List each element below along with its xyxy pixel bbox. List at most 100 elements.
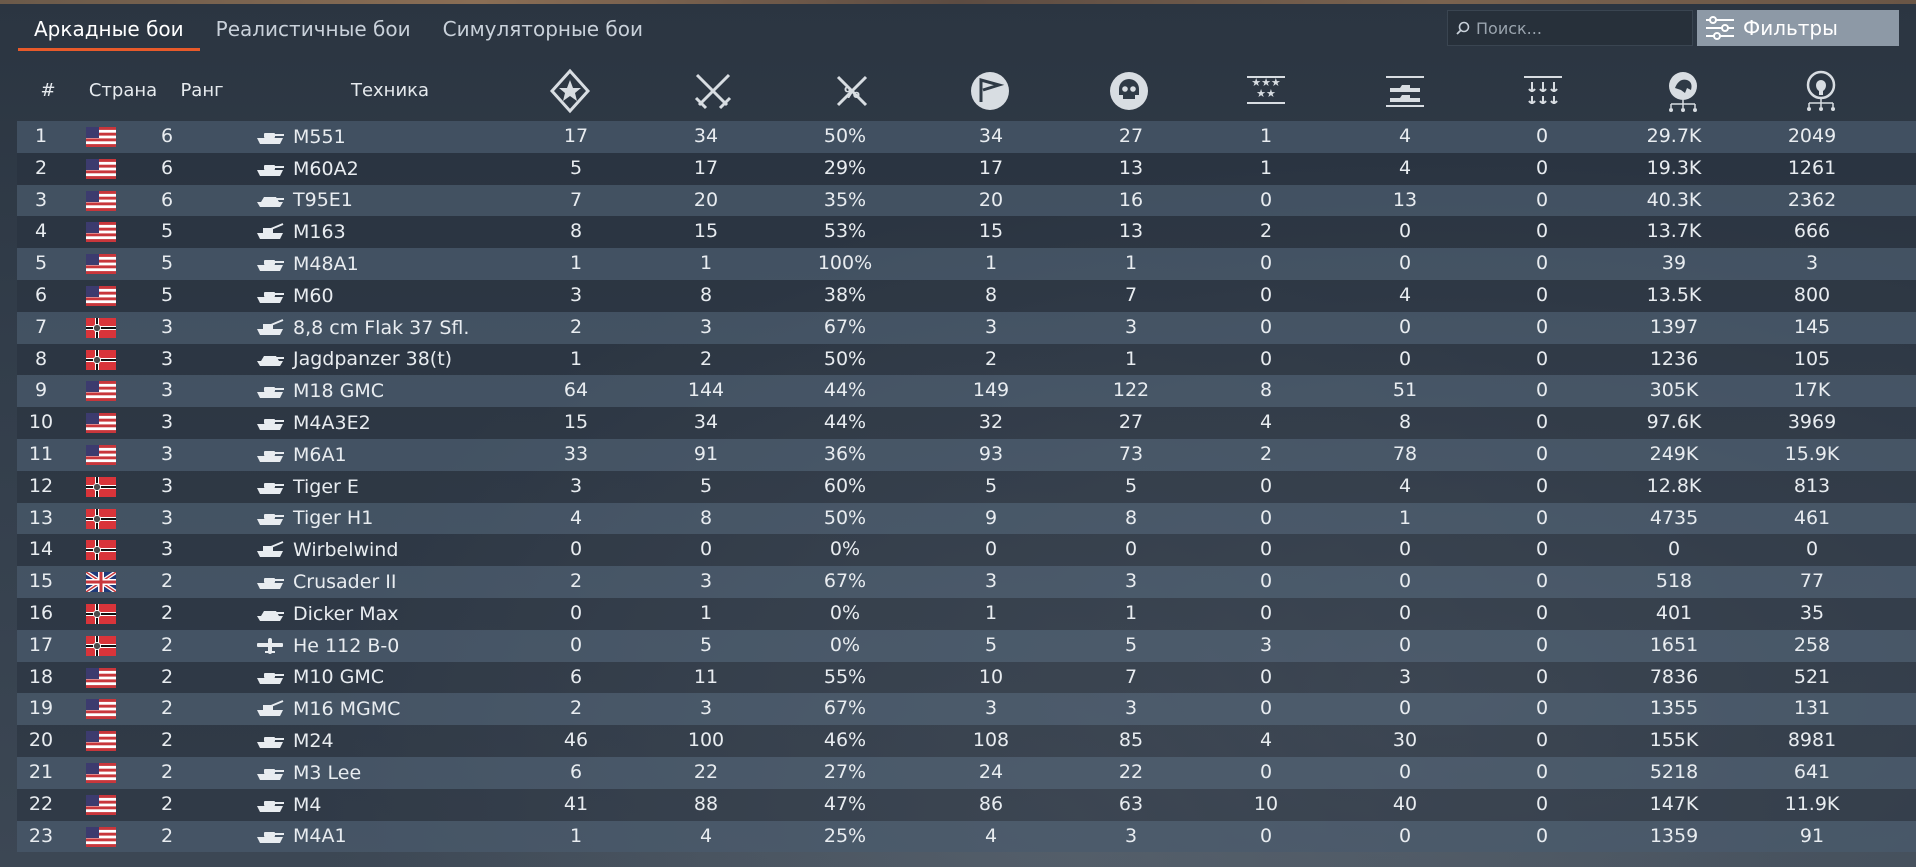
tab-arcade[interactable]: Аркадные бои — [18, 10, 200, 51]
stat-cell: 5 — [984, 474, 998, 497]
vehicle-name: M6A1 — [293, 443, 347, 466]
table-row[interactable]: 9 3 M18 GMC 64 144 44% 149 122 8 51 0 305K 17K — [17, 375, 1916, 408]
vehicle-cell[interactable]: Tiger H1 — [255, 503, 373, 535]
vehicle-cell[interactable]: M551 — [255, 121, 346, 153]
col-country[interactable]: Страна — [88, 79, 158, 101]
vehicle-cell[interactable]: Jagdpanzer 38(t) — [255, 344, 452, 376]
table-row[interactable]: 4 5 M163 8 15 53% 15 13 2 0 0 13.7K 666 — [17, 216, 1916, 249]
vehicle-cell[interactable]: M18 GMC — [255, 375, 384, 407]
vehicle-cell[interactable]: T95E1 — [255, 185, 353, 217]
col-num[interactable]: # — [40, 79, 56, 101]
vehicle-cell[interactable]: He 112 B-0 — [255, 630, 399, 662]
vehicle-cell[interactable]: M10 GMC — [255, 662, 384, 694]
table-row[interactable]: 17 2 He 112 B-0 0 5 0% 5 5 3 0 0 1651 258 — [17, 629, 1916, 662]
table-row[interactable]: 13 3 Tiger H1 4 8 50% 9 8 0 1 0 4735 461 — [17, 502, 1916, 535]
table-row[interactable]: 7 3 8,8 cm Flak 37 Sfl. 2 3 67% 3 3 0 0 0 1397 145 — [17, 311, 1916, 344]
row-number: 18 — [28, 665, 54, 688]
table-row[interactable]: 2 6 M60A2 5 17 29% 17 13 1 4 0 19.3K 1261 — [17, 152, 1916, 185]
table-row[interactable]: 12 3 Tiger E 3 5 60% 5 5 0 4 0 12.8K 813 — [17, 470, 1916, 503]
ground-kills-icon[interactable] — [1382, 68, 1428, 114]
table-row[interactable]: 3 6 T95E1 7 20 35% 20 16 0 13 0 40.3K 2362 — [17, 184, 1916, 217]
tab-realistic[interactable]: Реалистичные бои — [215, 17, 411, 41]
stat-cell: 1 — [1124, 601, 1138, 624]
filters-button[interactable]: Фильтры — [1697, 10, 1899, 46]
vehicle-cell[interactable]: M6A1 — [255, 439, 347, 471]
vehicle-cell[interactable]: M60 — [255, 280, 334, 312]
table-row[interactable]: 1 6 M551 17 34 50% 34 27 1 4 0 29.7K 2049 — [17, 121, 1916, 153]
search-input[interactable] — [1474, 17, 1678, 39]
vehicle-cell[interactable]: M24 — [255, 725, 334, 757]
vehicle-cell[interactable]: M4 — [255, 789, 321, 821]
vehicle-cell[interactable]: M4A3E2 — [255, 407, 371, 439]
search-box[interactable] — [1447, 10, 1693, 46]
vehicle-cell[interactable]: M60A2 — [255, 153, 359, 185]
stat-cell: 813 — [1793, 474, 1831, 497]
vehicle-cell[interactable]: Dicker Max — [255, 598, 399, 630]
rank-cell: 6 — [160, 125, 174, 147]
stat-cell: 0 — [1535, 792, 1549, 815]
row-number: 16 — [28, 601, 54, 624]
table-row[interactable]: 11 3 M6A1 33 91 36% 93 73 2 78 0 249K 15.9K — [17, 438, 1916, 471]
rank-cell: 2 — [160, 697, 174, 720]
air-kills-icon[interactable]: ★★★ ★★ — [1243, 68, 1289, 114]
silver-lions-icon[interactable] — [1660, 68, 1706, 114]
stat-cell: 53% — [823, 220, 867, 243]
tab-simulator[interactable]: Симуляторные бои — [442, 17, 643, 41]
stat-cell: 0 — [1398, 824, 1412, 847]
stat-cell: 4 — [699, 824, 713, 847]
vehicle-name: M163 — [293, 221, 346, 244]
stat-cell: 22 — [693, 760, 719, 783]
stat-cell: 1 — [569, 347, 583, 370]
naval-kills-icon[interactable] — [1520, 68, 1566, 114]
table-row[interactable]: 8 3 Jagdpanzer 38(t) 1 2 50% 2 1 0 0 0 1236 105 — [17, 343, 1916, 376]
victories-icon[interactable] — [690, 68, 736, 114]
table-row[interactable]: 16 2 Dicker Max 0 1 0% 1 1 0 0 0 401 35 — [17, 597, 1916, 630]
research-points-icon[interactable] — [1798, 68, 1844, 114]
vehicle-cell[interactable]: M163 — [255, 216, 346, 248]
table-row[interactable]: 15 2 Crusader II 2 3 67% 3 3 0 0 0 518 77 — [17, 566, 1916, 598]
vehicle-cell[interactable]: Tiger E — [255, 471, 359, 503]
table-row[interactable]: 20 2 M24 46 100 46% 108 85 4 30 0 155K 8981 — [17, 725, 1916, 757]
vehicle-cell[interactable]: Wirbelwind — [255, 534, 398, 566]
col-rank[interactable]: Ранг — [180, 79, 224, 101]
table-row[interactable]: 14 3 Wirbelwind 0 0 0% 0 0 0 0 0 0 0 — [17, 534, 1916, 567]
table-row[interactable]: 5 5 M48A1 1 1 100% 1 1 0 0 0 39 3 — [17, 248, 1916, 280]
tank-icon — [255, 128, 293, 146]
stat-cell: 100% — [817, 252, 873, 275]
stat-cell: 30 — [1392, 729, 1418, 752]
table-row[interactable]: 22 2 M4 41 88 47% 86 63 10 40 0 147K 11.9K — [17, 788, 1916, 821]
stat-cell: 1 — [1124, 252, 1138, 275]
vehicle-name: M551 — [293, 125, 346, 148]
stat-cell: 64 — [563, 379, 589, 402]
stat-cell: 27 — [1118, 411, 1144, 434]
vehicle-cell[interactable]: M4A1 — [255, 821, 347, 853]
table-row[interactable]: 6 5 M60 3 8 38% 8 7 0 4 0 13.5K 800 — [17, 279, 1916, 312]
stat-cell: 22 — [1118, 760, 1144, 783]
table-row[interactable]: 18 2 M10 GMC 6 11 55% 10 7 0 3 0 7836 521 — [17, 661, 1916, 694]
winrate-icon[interactable]: % — [829, 68, 875, 114]
stat-cell: 0 — [1124, 538, 1138, 561]
vehicle-name: M4 — [293, 793, 322, 816]
vehicle-cell[interactable]: M48A1 — [255, 248, 359, 280]
stat-cell: 60% — [823, 474, 867, 497]
col-vehicle[interactable]: Техника — [350, 79, 430, 101]
vehicle-name: Dicker Max — [293, 602, 399, 625]
vehicle-cell[interactable]: 8,8 cm Flak 37 Sfl. — [255, 312, 469, 344]
stat-cell: 63 — [1118, 792, 1144, 815]
table-row[interactable]: 10 3 M4A3E2 15 34 44% 32 27 4 8 0 97.6K 3969 — [17, 407, 1916, 439]
table-row[interactable]: 21 2 M3 Lee 6 22 27% 24 22 0 0 0 5218 641 — [17, 756, 1916, 789]
svg-text:★★★: ★★★ — [1251, 76, 1281, 89]
vehicle-cell[interactable]: M16 MGMC — [255, 693, 400, 725]
stat-cell: 34 — [978, 125, 1004, 147]
battles-icon[interactable] — [547, 68, 593, 114]
vehicle-cell[interactable]: Crusader II — [255, 566, 396, 598]
table-row[interactable]: 19 2 M16 MGMC 2 3 67% 3 3 0 0 0 1355 131 — [17, 693, 1916, 726]
row-number: 1 — [34, 125, 48, 147]
vehicle-cell[interactable]: M3 Lee — [255, 757, 361, 789]
respawns-icon[interactable] — [967, 68, 1013, 114]
stat-cell: 67% — [823, 697, 867, 720]
stat-cell: 144 — [687, 379, 725, 402]
table-row[interactable]: 23 2 M4A1 1 4 25% 4 3 0 0 0 1359 91 — [17, 820, 1916, 853]
deaths-icon[interactable] — [1106, 68, 1152, 114]
stat-cell: 258 — [1793, 633, 1831, 656]
